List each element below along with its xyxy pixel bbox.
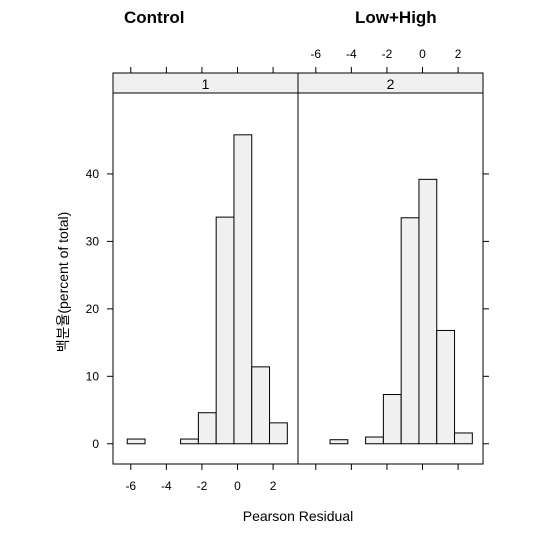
x-tick-label-top: -6 [310, 47, 321, 61]
histogram-bar-panel2-bin6 [400, 217, 420, 445]
panel-title-control: Control [124, 8, 185, 27]
histogram-bar-panel1-bin8 [251, 366, 271, 445]
histogram-bar-panel2-bin9 [454, 432, 473, 445]
x-tick-label-bottom: -4 [161, 479, 172, 493]
histogram-bar-panel2-bin4 [365, 436, 384, 445]
x-tick-label-bottom: -6 [125, 479, 136, 493]
x-tick-label-top: -4 [346, 47, 357, 61]
x-tick-label-top: -2 [382, 47, 393, 61]
histogram-bar-panel2-bin7 [418, 178, 438, 445]
x-tick-label-bottom: 2 [270, 479, 277, 493]
y-tick-label: 20 [86, 302, 100, 316]
x-tick-label-bottom: -2 [197, 479, 208, 493]
histogram-bar-panel2-bin5 [382, 394, 402, 445]
y-tick-label: 40 [86, 167, 100, 181]
histogram-bar-panel2-bin8 [436, 329, 456, 445]
y-tick-label: 10 [86, 369, 100, 383]
x-tick-label-top: 2 [455, 47, 462, 61]
histogram-bar-panel1-bin6 [215, 216, 235, 445]
panel-frame-1 [112, 92, 299, 465]
y-tick-label: 0 [92, 437, 99, 451]
panel-frame-2 [297, 92, 484, 465]
x-tick-label-top: 0 [419, 47, 426, 61]
histogram-bar-panel1-bin5 [197, 412, 217, 445]
strip-label-1: 1 [202, 76, 210, 92]
histogram-bar-panel1-bin1 [126, 438, 146, 445]
y-axis-label: 백분율(percent of total) [55, 212, 71, 353]
histogram-bar-panel1-bin4 [180, 438, 199, 445]
x-axis-label: Pearson Residual [243, 508, 354, 524]
strip-label-2: 2 [387, 76, 395, 92]
histogram-bar-panel1-bin9 [269, 422, 288, 445]
bars-layer [126, 134, 473, 445]
panel-title-low-high: Low+High [355, 8, 437, 27]
histogram-bar-panel2-bin2 [329, 439, 349, 445]
x-tick-label-bottom: 0 [234, 479, 241, 493]
y-tick-label: 30 [86, 234, 100, 248]
histogram-bar-panel1-bin7 [233, 134, 253, 445]
